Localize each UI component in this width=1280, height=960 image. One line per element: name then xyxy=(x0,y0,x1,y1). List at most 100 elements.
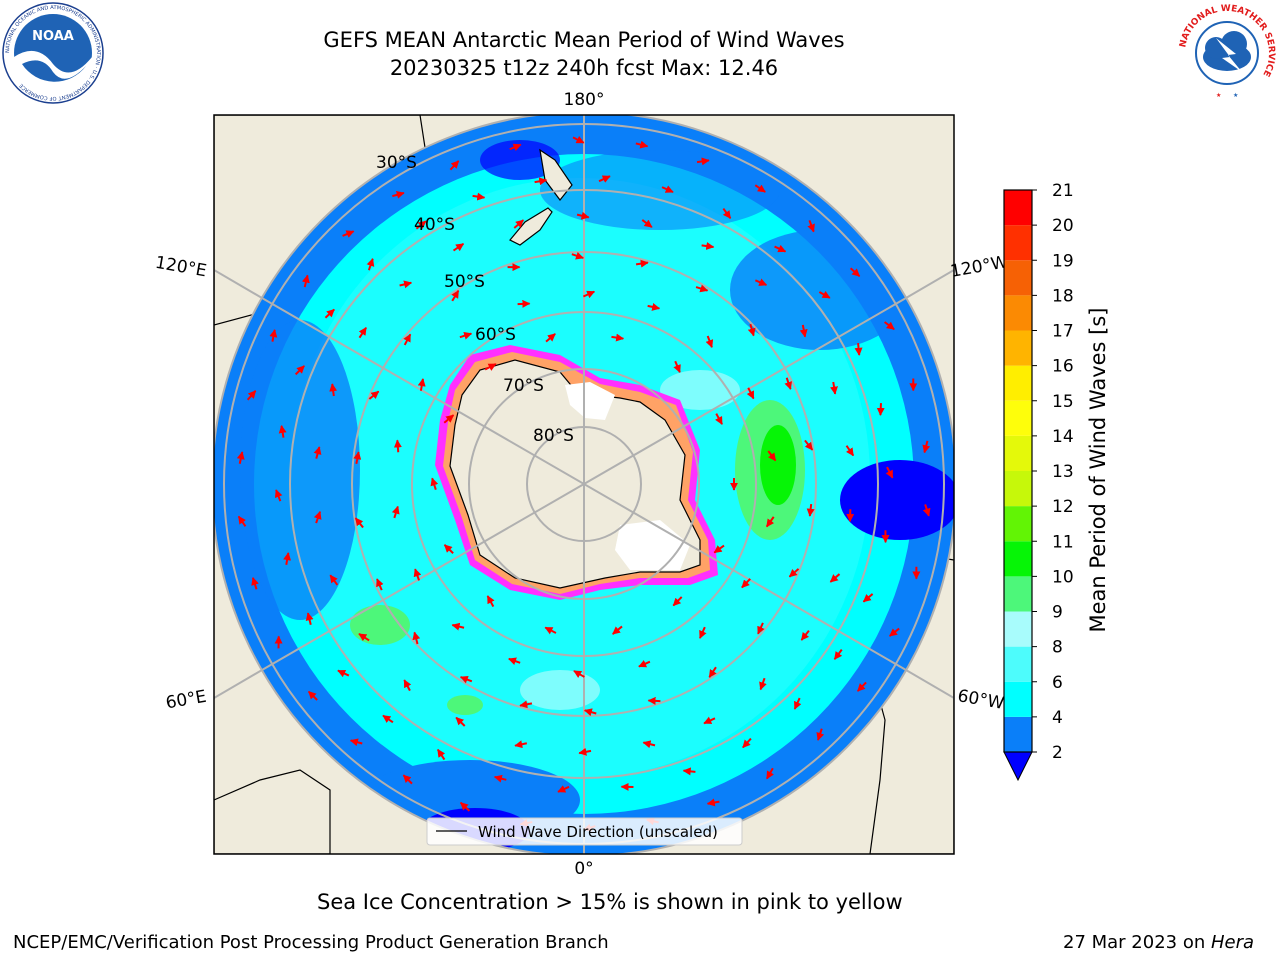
colorbar-tick-label: 14 xyxy=(1052,427,1074,447)
colorbar-bin xyxy=(1004,260,1032,296)
wave-direction-arrow xyxy=(358,633,370,642)
colorbar-bin xyxy=(1004,330,1032,366)
wave-direction-arrow xyxy=(876,403,885,416)
colorbar-bin xyxy=(1004,365,1032,401)
wave-direction-arrow xyxy=(816,728,825,741)
wave-direction-arrow xyxy=(274,489,283,502)
wave-direction-arrow xyxy=(699,626,707,639)
colorbar-tick-label: 13 xyxy=(1052,462,1074,482)
lat-label-60s: 60°S xyxy=(475,325,516,345)
wave-direction-arrow xyxy=(391,505,400,519)
wave-direction-arrow xyxy=(313,510,322,524)
wave-direction-arrow xyxy=(661,185,674,193)
wave-direction-arrow xyxy=(412,631,421,645)
wave-direction-arrow xyxy=(393,439,402,453)
wave-direction-arrow xyxy=(508,657,521,666)
wave-direction-arrow xyxy=(642,740,656,749)
wave-direction-arrow xyxy=(403,679,412,692)
wave-direction-arrow xyxy=(455,716,466,727)
wave-direction-arrow xyxy=(830,381,838,395)
wave-direction-arrow xyxy=(849,267,861,277)
wave-direction-arrow xyxy=(854,343,863,356)
wave-direction-arrow xyxy=(766,767,774,780)
svg-text:★: ★ xyxy=(1233,92,1238,99)
wave-direction-arrow xyxy=(417,378,426,391)
colorbar-bin xyxy=(1004,716,1032,752)
wave-direction-arrow xyxy=(612,625,623,635)
wave-direction-arrow xyxy=(544,626,557,635)
wave-direction-arrow xyxy=(703,716,716,725)
wave-direction-arrow xyxy=(392,190,405,199)
wave-direction-arrow xyxy=(722,207,732,219)
wave-direction-arrow xyxy=(715,413,723,425)
chart-title: GEFS MEAN Antarctic Mean Period of Wind … xyxy=(323,28,845,52)
colorbar-tick-label: 18 xyxy=(1052,286,1074,306)
wave-direction-arrow xyxy=(237,515,247,527)
wave-direction-arrow xyxy=(342,230,355,238)
graticule xyxy=(223,115,945,854)
lon-label-0: 0° xyxy=(574,859,593,879)
wave-direction-arrow xyxy=(484,363,497,371)
colorbar-tick-label: 10 xyxy=(1052,567,1074,587)
lon-label-120e: 120°E xyxy=(154,253,208,282)
wave-direction-arrow xyxy=(354,517,364,529)
colorbar-tick-label: 11 xyxy=(1052,532,1074,552)
wave-direction-arrow xyxy=(545,333,556,343)
wave-direction-arrow xyxy=(695,284,709,293)
wave-direction-arrow xyxy=(305,612,314,625)
wave-direction-arrow xyxy=(449,160,460,171)
wave-direction-arrow xyxy=(833,648,843,660)
wave-direction-arrow xyxy=(705,335,714,348)
wave-direction-arrow xyxy=(519,700,533,709)
wave-direction-arrow xyxy=(713,544,725,554)
wave-direction-arrow xyxy=(443,544,454,554)
wave-direction-arrow xyxy=(572,135,585,144)
wave-direction-arrow xyxy=(754,184,766,193)
chart-subtitle: 20230325 t12z 240h fcst Max: 12.46 xyxy=(389,56,779,80)
wave-direction-arrow xyxy=(402,774,413,785)
wave-direction-arrow xyxy=(517,299,531,308)
wave-direction-arrow xyxy=(696,157,710,166)
wave-direction-arrow xyxy=(611,333,625,342)
land-africa xyxy=(214,769,331,854)
colorbar-tick-label: 20 xyxy=(1052,216,1074,236)
wave-direction-arrow xyxy=(534,177,548,186)
wave-direction-arrow xyxy=(459,331,473,340)
wave-direction-arrow xyxy=(884,321,895,331)
wave-direction-arrow xyxy=(818,290,831,299)
wave-direction-arrow xyxy=(329,574,339,586)
wave-direction-arrow xyxy=(746,387,755,400)
colorbar-bin xyxy=(1004,400,1032,436)
wave-direction-arrow xyxy=(767,450,777,462)
wave-direction-arrow xyxy=(415,220,427,230)
land-new-zealand xyxy=(509,148,573,246)
wave-direction-arrow xyxy=(472,192,486,201)
wave-direction-arrow xyxy=(436,748,446,761)
wave-direction-arrow xyxy=(459,675,473,684)
noaa-logo: NATIONAL OCEANIC AND ATMOSPHERIC ADMINIS… xyxy=(2,2,104,104)
wave-direction-arrow xyxy=(774,244,787,253)
lat-label-70s: 70°S xyxy=(503,376,544,396)
wave-direction-arrow xyxy=(784,377,793,390)
lon-label-120w: 120°W xyxy=(949,252,1010,282)
wave-direction-arrow xyxy=(765,516,775,528)
wave-direction-arrow xyxy=(486,595,495,608)
wave-direction-arrow xyxy=(754,278,768,286)
wave-direction-arrow xyxy=(598,175,611,183)
wave-direction-arrow xyxy=(673,360,681,373)
colorbar-bin xyxy=(1004,471,1032,507)
ice-caption: Sea Ice Concentration > 15% is shown in … xyxy=(317,890,903,914)
wave-direction-arrow xyxy=(557,785,570,793)
noaa-logo-text: NOAA xyxy=(32,29,74,44)
wave-direction-arrow xyxy=(294,365,305,376)
wave-direction-arrow xyxy=(845,445,855,457)
wave-direction-arrow xyxy=(804,439,814,451)
colorbar-tick-label: 4 xyxy=(1052,708,1063,728)
wave-direction-arrow xyxy=(701,242,715,250)
wave-direction-arrow xyxy=(313,446,322,459)
map-legend: Wind Wave Direction (unscaled) xyxy=(426,817,743,846)
wave-direction-arrow xyxy=(430,477,439,491)
colorbar-bin xyxy=(1004,681,1032,717)
wave-direction-arrow xyxy=(368,390,380,400)
colorbar-bin xyxy=(1004,506,1032,542)
